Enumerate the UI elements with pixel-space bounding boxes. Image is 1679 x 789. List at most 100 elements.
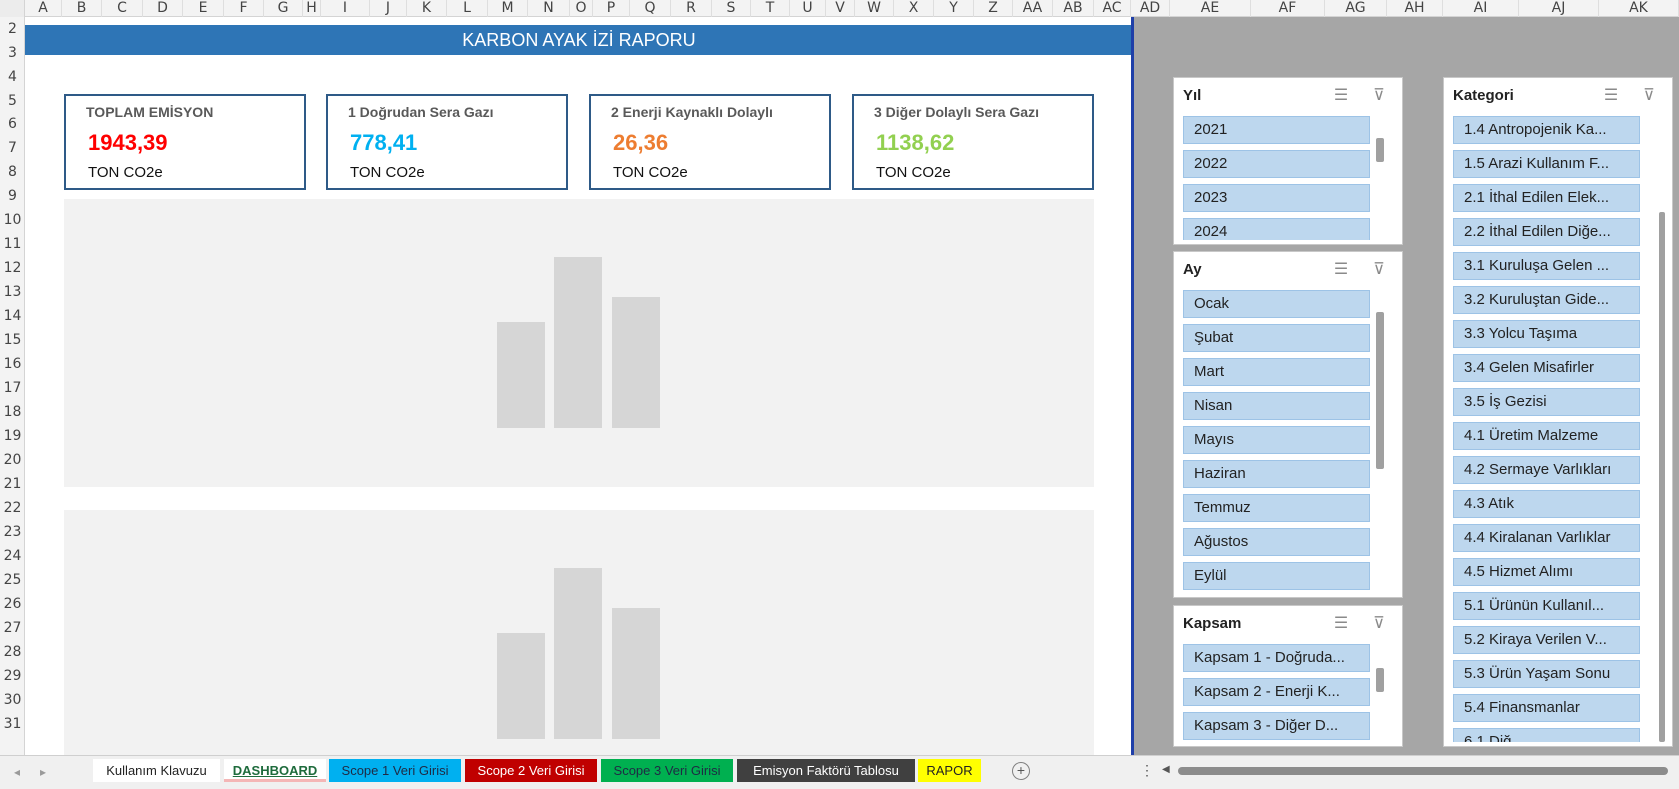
kpi-total-emission[interactable]: TOPLAM EMİSYON 1943,39 TON CO2e xyxy=(64,94,306,190)
horizontal-scrollbar[interactable] xyxy=(1178,767,1668,775)
slicer-item[interactable]: 1.5 Arazi Kullanım F... xyxy=(1453,150,1640,178)
slicer-item[interactable]: 3.4 Gelen Misafirler xyxy=(1453,354,1640,382)
row-header-cell[interactable]: 11 xyxy=(3,236,22,252)
slicer-item[interactable]: Ocak xyxy=(1183,290,1370,318)
chart-placeholder-2[interactable] xyxy=(64,510,1094,755)
slicer-item[interactable]: Ağustos xyxy=(1183,528,1370,556)
row-header-cell[interactable]: 22 xyxy=(3,500,22,516)
slicer-item[interactable]: Kapsam 3 - Diğer D... xyxy=(1183,712,1370,740)
multi-select-icon[interactable]: ☰ xyxy=(1333,87,1349,104)
row-header-cell[interactable]: 17 xyxy=(3,380,22,396)
more-options-icon[interactable]: ⋮ xyxy=(1140,762,1154,778)
slicer-scrollbar[interactable] xyxy=(1659,212,1665,742)
slicer-item[interactable]: 4.5 Hizmet Alımı xyxy=(1453,558,1640,586)
tab-scroll-left-icon[interactable]: ◂ xyxy=(14,765,21,779)
slicer-item[interactable]: Haziran xyxy=(1183,460,1370,488)
multi-select-icon[interactable]: ☰ xyxy=(1603,87,1619,104)
slicer-item[interactable]: 3.2 Kuruluştan Gide... xyxy=(1453,286,1640,314)
slicer-item[interactable]: 5.1 Ürünün Kullanıl... xyxy=(1453,592,1640,620)
slicer-item[interactable]: 4.2 Sermaye Varlıkları xyxy=(1453,456,1640,484)
column-header-cell[interactable]: O xyxy=(570,0,593,17)
column-header-cell[interactable]: AH xyxy=(1387,0,1443,17)
sheet-tab[interactable]: Scope 3 Veri Girisi xyxy=(601,759,733,782)
slicer-item[interactable]: 6.1 Diğ... xyxy=(1453,728,1640,742)
column-header-cell[interactable]: AI xyxy=(1443,0,1519,17)
column-header-cell[interactable]: AA xyxy=(1013,0,1053,17)
slicer-item[interactable]: 2024 xyxy=(1183,218,1370,240)
clear-filter-icon[interactable]: ⊽ xyxy=(1373,261,1385,278)
row-header-cell[interactable]: 20 xyxy=(3,452,22,468)
column-header-cell[interactable]: AF xyxy=(1251,0,1325,17)
tab-scroll-right-icon[interactable]: ▸ xyxy=(40,765,47,779)
slicer-yil[interactable]: Yıl ☰ ⊽ 2021 2022 2023 2024 xyxy=(1173,77,1403,245)
column-header-cell[interactable]: U xyxy=(790,0,826,17)
slicer-item[interactable]: 4.4 Kiralanan Varlıklar xyxy=(1453,524,1640,552)
column-header-cell[interactable]: M xyxy=(488,0,528,17)
slicer-item[interactable]: 2.1 İthal Edilen Elek... xyxy=(1453,184,1640,212)
slicer-kapsam[interactable]: Kapsam ☰ ⊽ Kapsam 1 - Doğruda... Kapsam 2… xyxy=(1173,605,1403,747)
column-header-cell[interactable]: X xyxy=(894,0,934,17)
slicer-item[interactable]: 5.4 Finansmanlar xyxy=(1453,694,1640,722)
column-header-cell[interactable]: AE xyxy=(1170,0,1251,17)
sheet-tab[interactable]: DASHBOARD xyxy=(224,759,326,782)
row-header-cell[interactable]: 13 xyxy=(3,284,22,300)
slicer-item[interactable]: Temmuz xyxy=(1183,494,1370,522)
sheet-tab[interactable]: RAPOR xyxy=(918,759,981,782)
slicer-item[interactable]: 3.1 Kuruluşa Gelen ... xyxy=(1453,252,1640,280)
column-header-cell[interactable]: G xyxy=(264,0,303,17)
slicer-item[interactable]: Eylül xyxy=(1183,562,1370,590)
slicer-item[interactable]: 3.3 Yolcu Taşıma xyxy=(1453,320,1640,348)
row-header-cell[interactable]: 29 xyxy=(3,668,22,684)
slicer-item[interactable]: Mayıs xyxy=(1183,426,1370,454)
column-header-cell[interactable]: J xyxy=(370,0,407,17)
column-header-cell[interactable]: P xyxy=(593,0,630,17)
row-header-cell[interactable]: 2 xyxy=(8,21,17,37)
slicer-scrollbar[interactable] xyxy=(1376,312,1384,469)
clear-filter-icon[interactable]: ⊽ xyxy=(1373,87,1385,104)
column-header-cell[interactable]: I xyxy=(321,0,370,17)
row-header-cell[interactable]: 4 xyxy=(8,69,17,85)
column-header-cell[interactable]: S xyxy=(712,0,751,17)
column-header-cell[interactable]: E xyxy=(183,0,224,17)
column-header-cell[interactable]: A xyxy=(25,0,62,17)
row-header-cell[interactable]: 3 xyxy=(8,45,17,61)
row-header-cell[interactable]: 21 xyxy=(3,476,22,492)
row-header-cell[interactable]: 7 xyxy=(8,140,17,156)
slicer-kategori[interactable]: Kategori ☰ ⊽ 1.4 Antropojenik Ka... 1.5 A… xyxy=(1443,77,1673,747)
slicer-item[interactable]: 2022 xyxy=(1183,150,1370,178)
row-header-cell[interactable]: 6 xyxy=(8,116,17,132)
slicer-item[interactable]: 3.5 İş Gezisi xyxy=(1453,388,1640,416)
row-header-cell[interactable]: 30 xyxy=(3,692,22,708)
slicer-item[interactable]: Kapsam 1 - Doğruda... xyxy=(1183,644,1370,672)
column-header-cell[interactable]: D xyxy=(143,0,183,17)
row-header-cell[interactable]: 5 xyxy=(8,93,17,109)
column-header-cell[interactable]: V xyxy=(826,0,855,17)
row-header-cell[interactable]: 28 xyxy=(3,644,22,660)
column-header-cell[interactable]: AK xyxy=(1599,0,1679,17)
column-header-cell[interactable]: Z xyxy=(974,0,1013,17)
column-header-cell[interactable]: AC xyxy=(1094,0,1131,17)
row-header-cell[interactable]: 16 xyxy=(3,356,22,372)
column-header-cell[interactable]: Y xyxy=(934,0,974,17)
kpi-direct-emission[interactable]: 1 Doğrudan Sera Gazı 778,41 TON CO2e xyxy=(326,94,568,190)
column-header-cell[interactable]: B xyxy=(62,0,102,17)
column-header-cell[interactable]: AJ xyxy=(1519,0,1599,17)
column-header-cell[interactable]: N xyxy=(528,0,570,17)
column-header-cell[interactable]: F xyxy=(224,0,264,17)
slicer-item[interactable]: Nisan xyxy=(1183,392,1370,420)
slicer-item[interactable]: 2021 xyxy=(1183,116,1370,144)
sheet-tab[interactable]: Scope 2 Veri Girisi xyxy=(465,759,597,782)
sheet-tab[interactable]: Emisyon Faktörü Tablosu xyxy=(737,759,915,782)
column-header-cell[interactable]: AB xyxy=(1053,0,1094,17)
slicer-item[interactable]: 4.1 Üretim Malzeme xyxy=(1453,422,1640,450)
slicer-scrollbar[interactable] xyxy=(1376,138,1384,162)
column-header-cell[interactable]: R xyxy=(671,0,712,17)
row-header-cell[interactable]: 23 xyxy=(3,524,22,540)
column-header-cell[interactable]: L xyxy=(447,0,488,17)
slicer-item[interactable]: 4.3 Atık xyxy=(1453,490,1640,518)
select-all-corner[interactable] xyxy=(0,0,25,17)
slicer-item[interactable]: 5.2 Kiraya Verilen V... xyxy=(1453,626,1640,654)
multi-select-icon[interactable]: ☰ xyxy=(1333,261,1349,278)
slicer-scrollbar[interactable] xyxy=(1376,668,1384,692)
slicer-item[interactable]: 2023 xyxy=(1183,184,1370,212)
